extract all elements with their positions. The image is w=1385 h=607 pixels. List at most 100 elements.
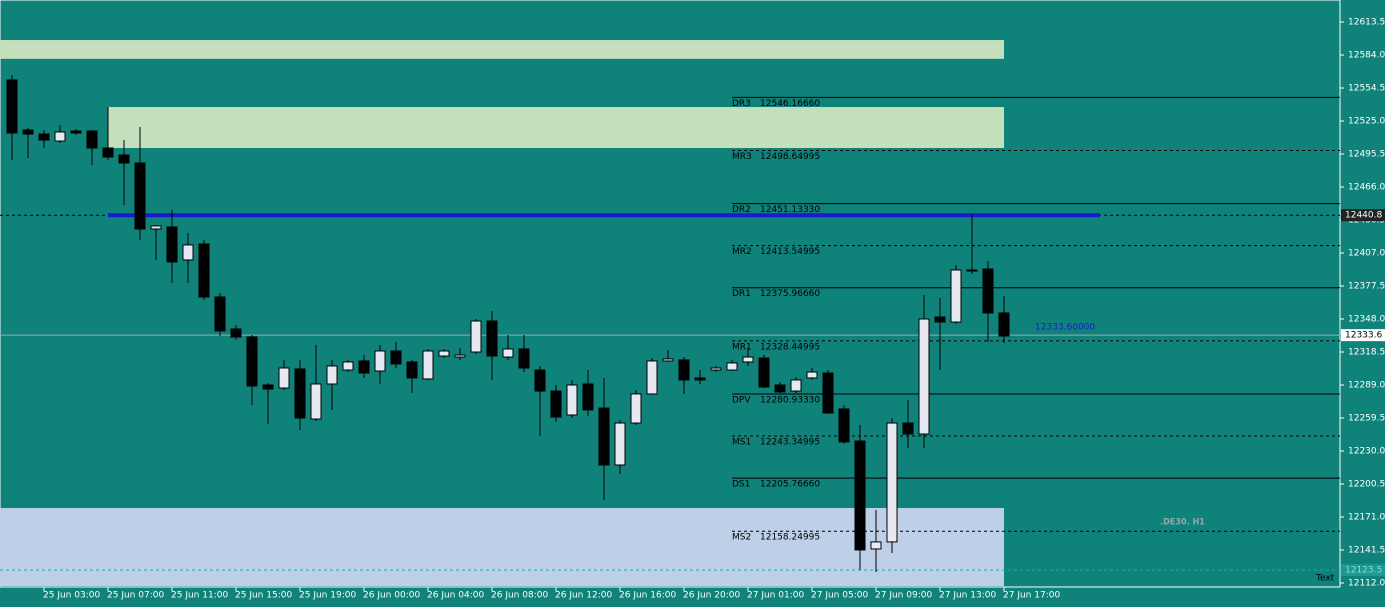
candle-body <box>118 154 130 164</box>
y-tick-label: 12377.5 <box>1348 282 1385 292</box>
pivot-name: MR3 <box>732 152 752 162</box>
candle-body <box>166 226 178 263</box>
candle-body <box>6 79 18 134</box>
x-tick-label: 27 Jun 17:00 <box>1003 591 1060 601</box>
candle-body <box>102 147 114 158</box>
candle-body <box>486 320 498 357</box>
y-tick-label: 12525.0 <box>1348 117 1385 127</box>
candle-body <box>150 225 162 230</box>
candle-body <box>198 243 210 298</box>
candle-body <box>854 440 866 551</box>
candle-body <box>70 130 82 134</box>
x-tick-label: 27 Jun 01:00 <box>747 591 804 601</box>
pivot-name: DS1 <box>732 480 750 490</box>
candle-body <box>694 377 706 381</box>
pivot-value: 12498.64995 <box>760 152 820 162</box>
candle-body <box>454 354 466 358</box>
candle-body <box>646 360 658 395</box>
zone <box>0 40 1004 59</box>
y-tick-label: 12318.5 <box>1348 348 1385 358</box>
candle-body <box>390 350 402 365</box>
y-tick-label: 12407.0 <box>1348 249 1385 259</box>
candle-body <box>678 359 690 381</box>
corner-text: Text <box>1315 574 1335 584</box>
y-tick-label: 12230.0 <box>1348 446 1385 456</box>
pivot-name: MR2 <box>732 247 752 257</box>
pivot-name: MS2 <box>732 533 751 543</box>
candle-body <box>278 367 290 389</box>
pivot-name: DR3 <box>732 99 751 109</box>
candle-body <box>230 328 242 338</box>
candle-body <box>726 362 738 371</box>
candle-body <box>294 368 306 419</box>
candle-body <box>982 268 994 314</box>
y-tick-label: 12289.0 <box>1348 380 1385 390</box>
y-tick-label: 12495.5 <box>1348 150 1385 160</box>
pivot-value: 12328.44995 <box>760 342 820 352</box>
candle-body <box>886 422 898 543</box>
candle-body <box>758 357 770 388</box>
candle-body <box>662 358 674 362</box>
candle-body <box>582 383 594 411</box>
y-tick-label: 12112.0 <box>1348 578 1385 588</box>
candle-body <box>710 367 722 371</box>
level-tag <box>1341 209 1385 222</box>
candle-body <box>470 320 482 353</box>
y-tick-label: 12584.0 <box>1348 51 1385 61</box>
candle-body <box>950 269 962 323</box>
x-tick-label: 26 Jun 20:00 <box>683 591 740 601</box>
candle-body <box>518 348 530 369</box>
low-level-tag <box>1341 564 1385 577</box>
watermark: .DE30. H1 <box>1160 518 1205 528</box>
candle-body <box>182 244 194 261</box>
y-tick-label: 12259.5 <box>1348 413 1385 423</box>
x-tick-label: 27 Jun 13:00 <box>939 591 996 601</box>
x-tick-label: 26 Jun 08:00 <box>491 591 548 601</box>
candle-body <box>358 360 370 374</box>
candle-body <box>22 129 34 135</box>
candle-body <box>806 371 818 379</box>
x-tick-label: 26 Jun 00:00 <box>363 591 420 601</box>
pivot-value: 12243.34995 <box>760 438 820 448</box>
x-tick-label: 26 Jun 16:00 <box>619 591 676 601</box>
candle-body <box>54 131 66 142</box>
y-tick-label: 12613.5 <box>1348 18 1385 28</box>
x-tick-label: 25 Jun 19:00 <box>299 591 356 601</box>
candle-body <box>822 372 834 414</box>
pivot-value: 12280.93330 <box>760 396 820 406</box>
candle-body <box>870 541 882 550</box>
bid-tag <box>1341 329 1385 342</box>
x-tick-label: 25 Jun 11:00 <box>171 591 228 601</box>
level-tag-label: 12440.8 <box>1345 211 1382 221</box>
pivot-value: 12413.54995 <box>760 247 820 257</box>
zone <box>108 107 1004 148</box>
pivot-value: 12375.96660 <box>760 289 820 299</box>
candle-body <box>998 312 1010 337</box>
candle-body <box>966 269 978 272</box>
candle-body <box>566 384 578 416</box>
candle-body <box>918 318 930 435</box>
x-tick-label: 25 Jun 15:00 <box>235 591 292 601</box>
candle-body <box>406 361 418 379</box>
candle-body <box>774 384 786 393</box>
candle-body <box>934 316 946 323</box>
candle-body <box>790 379 802 392</box>
pivot-name: DPV <box>732 396 751 406</box>
pivot-value: 12546.16660 <box>760 99 820 109</box>
candle-body <box>374 350 386 372</box>
x-tick-label: 25 Jun 07:00 <box>107 591 164 601</box>
candle-body <box>630 393 642 424</box>
candle-body <box>598 407 610 466</box>
candle-body <box>502 348 514 358</box>
x-tick-label: 26 Jun 04:00 <box>427 591 484 601</box>
y-tick-label: 12554.5 <box>1348 84 1385 94</box>
y-tick-label: 12171.0 <box>1348 512 1385 522</box>
y-tick-label: 12141.5 <box>1348 545 1385 555</box>
candle-body <box>438 350 450 357</box>
y-tick-label: 12466.0 <box>1348 183 1385 193</box>
bid-tag-label: 12333.6 <box>1345 331 1382 341</box>
y-tick-label: 12348.0 <box>1348 315 1385 325</box>
candle-body <box>342 361 354 371</box>
